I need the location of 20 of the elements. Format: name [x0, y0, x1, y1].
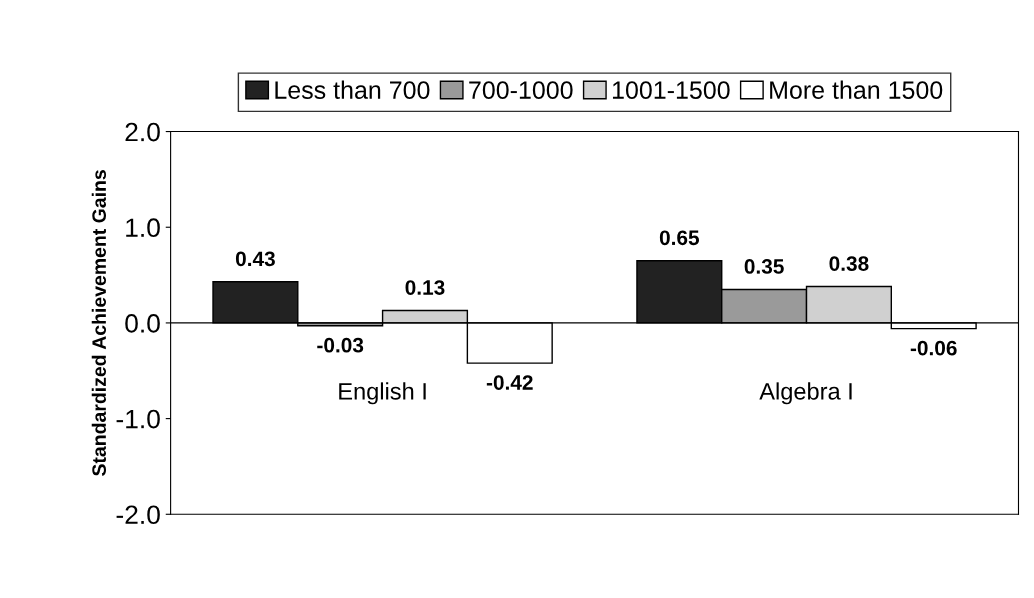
data-label: -0.03	[317, 337, 364, 353]
y-axis-title: Standardized Achievement Gains	[91, 170, 107, 476]
data-label: 0.38	[829, 256, 869, 271]
x-tick-label: English I	[339, 382, 426, 405]
data-label: -0.06	[910, 340, 957, 356]
data-label: 0.43	[235, 251, 275, 267]
y-tick-label: -1.0	[116, 409, 160, 429]
x-tick-label: Algebra I	[759, 382, 852, 405]
legend-label: 1001-1500	[612, 81, 730, 99]
data-label: 0.65	[659, 230, 700, 246]
legend-label: More than 1500	[770, 80, 943, 99]
y-tick-label: 2.0	[125, 122, 160, 142]
y-tick-label: -2.0	[116, 505, 160, 525]
y-tick-label: 0.0	[125, 314, 160, 333]
legend-label: 700-1000	[469, 81, 573, 99]
data-label: 0.35	[744, 259, 784, 274]
data-label: 0.13	[405, 280, 445, 295]
y-tick-label: 1.0	[126, 218, 160, 238]
data-label: -0.42	[486, 375, 533, 390]
legend-label: Less than 700	[275, 80, 430, 99]
